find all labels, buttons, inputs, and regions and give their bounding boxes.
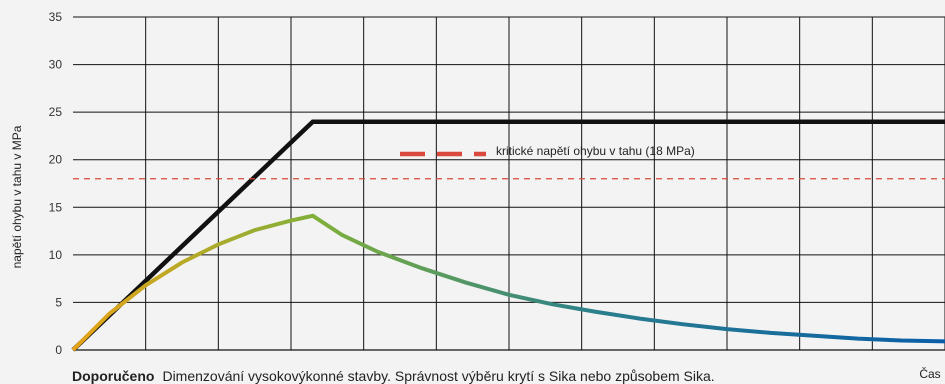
y-tick-label: 0 — [55, 343, 62, 357]
y-tick-label: 20 — [49, 153, 63, 167]
legend-label: kritické napětí ohybu v tahu (18 MPa) — [496, 144, 695, 158]
x-axis-label: Čas — [919, 366, 940, 381]
y-tick-labels: 0 5 10 15 20 25 30 35 — [49, 10, 63, 357]
y-axis-label: napětí ohybu v tahu v MPa — [10, 125, 24, 268]
series-line-black — [71, 119, 945, 352]
y-tick-label: 10 — [49, 248, 63, 262]
y-tick-label: 35 — [49, 10, 63, 24]
y-tick-label: 25 — [49, 105, 63, 119]
y-tick-label: 30 — [49, 58, 63, 72]
y-tick-label: 5 — [55, 295, 62, 309]
caption-text: Dimenzování vysokovýkonné stavby. Správn… — [162, 368, 715, 384]
caption-bold: Doporučeno — [72, 368, 155, 384]
series-line-gradient — [71, 213, 945, 352]
series-layer — [71, 119, 945, 352]
figure-caption: Doporučeno Dimenzování vysokovýkonné stav… — [72, 368, 715, 384]
annotation-layer: kritické napětí ohybu v tahu (18 MPa) — [73, 144, 945, 180]
y-tick-label: 15 — [49, 200, 63, 214]
grid — [73, 16, 945, 351]
